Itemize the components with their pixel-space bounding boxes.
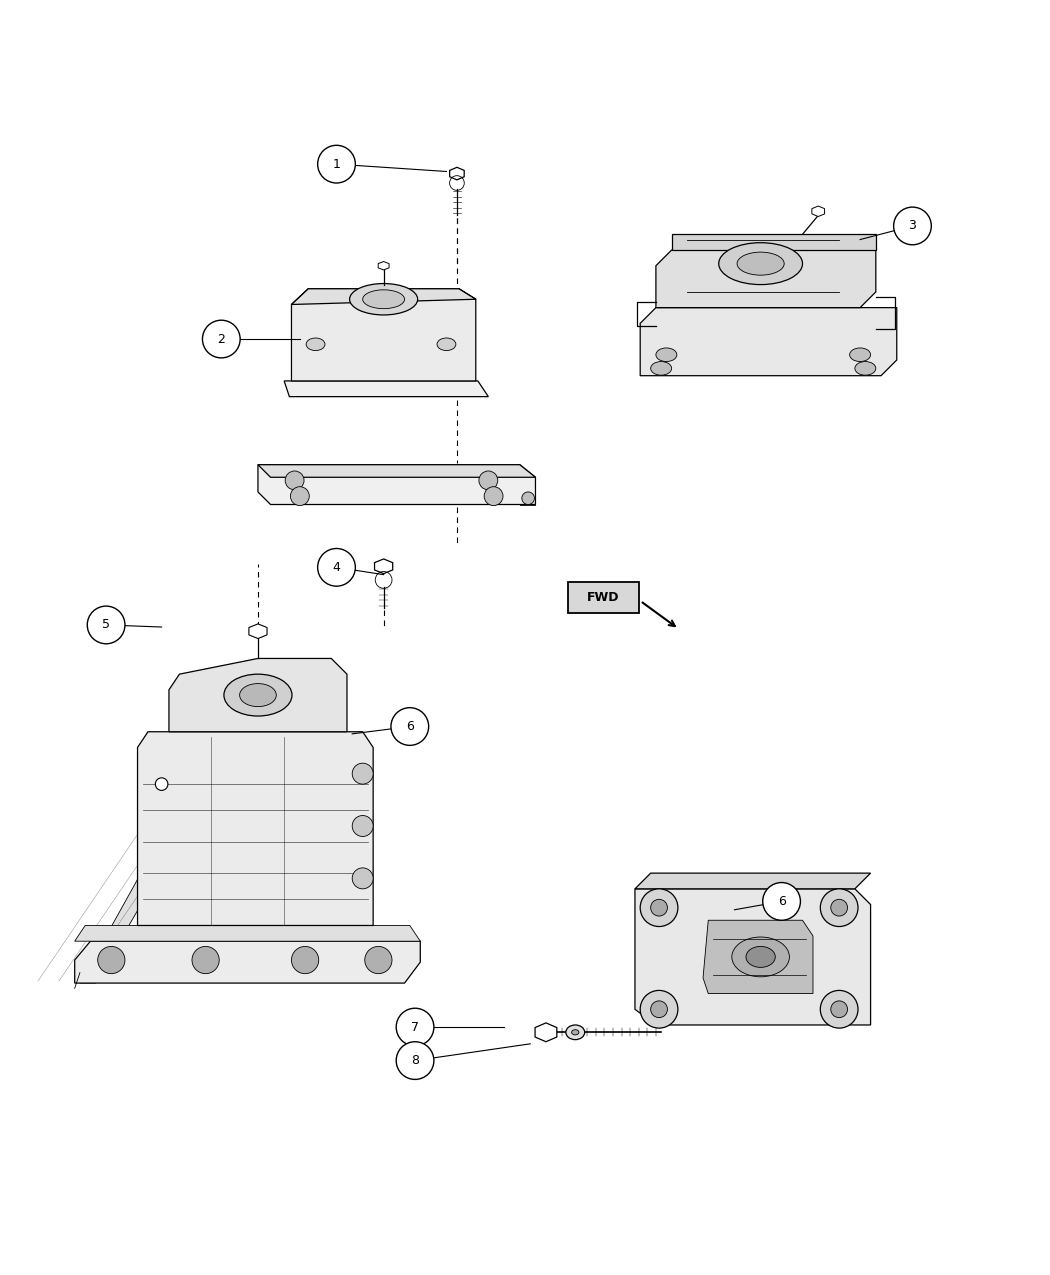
Text: 2: 2 [217, 333, 226, 346]
Circle shape [87, 606, 125, 644]
Circle shape [352, 816, 373, 836]
Polygon shape [75, 941, 420, 983]
Ellipse shape [746, 946, 775, 968]
Polygon shape [704, 921, 813, 993]
Circle shape [651, 1001, 668, 1017]
Polygon shape [635, 889, 870, 1025]
Circle shape [352, 868, 373, 889]
Circle shape [820, 991, 858, 1028]
Polygon shape [75, 926, 420, 941]
Circle shape [396, 1042, 434, 1080]
Circle shape [318, 145, 355, 184]
Circle shape [396, 1009, 434, 1046]
Circle shape [640, 889, 678, 927]
Text: 6: 6 [406, 720, 414, 733]
Polygon shape [258, 464, 536, 477]
Circle shape [820, 889, 858, 927]
Ellipse shape [656, 348, 677, 362]
Ellipse shape [566, 1025, 585, 1039]
Circle shape [762, 882, 800, 921]
Circle shape [479, 470, 498, 490]
Circle shape [155, 778, 168, 790]
Circle shape [484, 487, 503, 506]
Ellipse shape [307, 338, 326, 351]
Polygon shape [656, 250, 876, 307]
Text: 6: 6 [778, 895, 785, 908]
Polygon shape [378, 261, 390, 270]
Ellipse shape [737, 252, 784, 275]
Circle shape [831, 899, 847, 915]
Polygon shape [249, 623, 267, 639]
Ellipse shape [437, 338, 456, 351]
Circle shape [286, 470, 304, 490]
Ellipse shape [732, 937, 790, 977]
Polygon shape [449, 167, 464, 180]
Circle shape [651, 899, 668, 915]
Ellipse shape [651, 362, 672, 375]
Circle shape [203, 320, 240, 358]
Ellipse shape [239, 683, 276, 706]
Text: 7: 7 [411, 1020, 419, 1034]
Polygon shape [640, 307, 897, 376]
Circle shape [352, 764, 373, 784]
Polygon shape [258, 464, 536, 505]
Circle shape [291, 487, 310, 506]
Circle shape [192, 946, 219, 974]
Text: FWD: FWD [587, 592, 620, 604]
Polygon shape [169, 658, 346, 732]
Ellipse shape [849, 348, 870, 362]
Circle shape [391, 708, 428, 746]
Polygon shape [138, 732, 373, 926]
Circle shape [98, 946, 125, 974]
Circle shape [364, 946, 392, 974]
Text: 8: 8 [411, 1054, 419, 1067]
Ellipse shape [719, 242, 802, 284]
Polygon shape [292, 288, 476, 381]
Ellipse shape [855, 362, 876, 375]
Text: 5: 5 [102, 618, 110, 631]
Polygon shape [536, 1023, 556, 1042]
Circle shape [318, 548, 355, 586]
Polygon shape [672, 235, 876, 250]
Text: 1: 1 [333, 158, 340, 171]
Ellipse shape [224, 674, 292, 717]
Circle shape [292, 946, 319, 974]
Ellipse shape [571, 1030, 579, 1035]
Ellipse shape [362, 289, 404, 309]
Circle shape [831, 1001, 847, 1017]
Polygon shape [812, 207, 824, 217]
Polygon shape [285, 381, 488, 397]
Polygon shape [80, 747, 232, 983]
Circle shape [894, 207, 931, 245]
Ellipse shape [350, 283, 418, 315]
Polygon shape [375, 558, 393, 574]
Text: 4: 4 [333, 561, 340, 574]
Text: 3: 3 [908, 219, 917, 232]
Polygon shape [635, 873, 870, 889]
Circle shape [522, 492, 534, 505]
FancyBboxPatch shape [568, 581, 639, 613]
Circle shape [640, 991, 678, 1028]
Polygon shape [292, 288, 476, 305]
